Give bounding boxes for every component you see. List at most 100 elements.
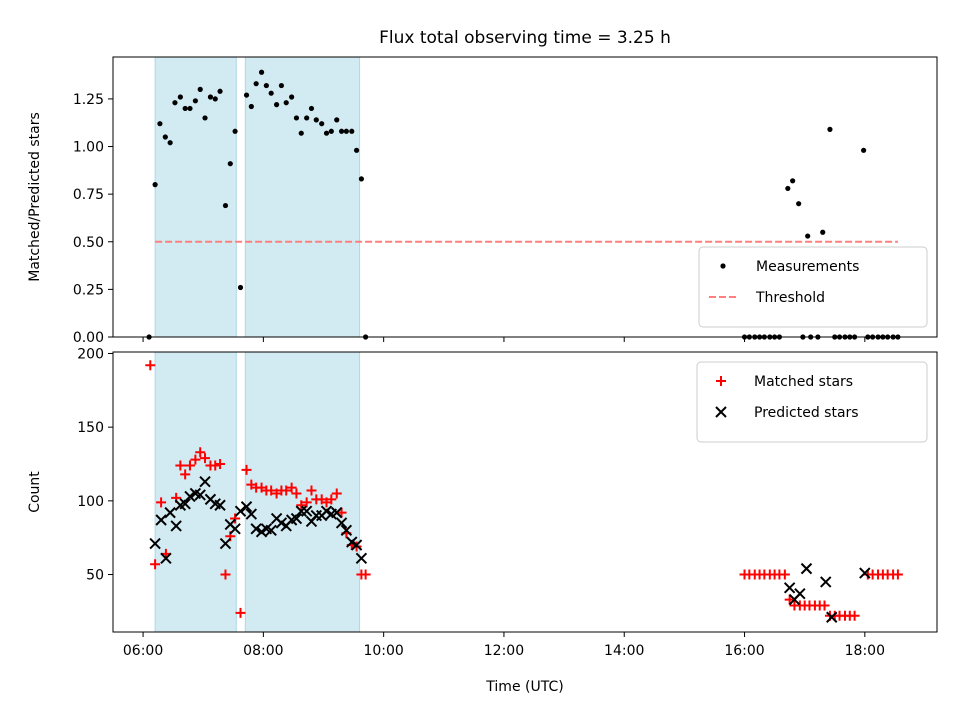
y-tick-label: 200: [77, 346, 104, 362]
data-point: [785, 185, 791, 192]
data-point: [222, 202, 229, 209]
data-point: [286, 482, 297, 493]
data-point: [349, 128, 355, 134]
data-point: [240, 501, 253, 513]
data-point: [296, 500, 307, 511]
data-point: [283, 100, 289, 106]
data-point: [328, 128, 334, 134]
data-point: [250, 523, 262, 535]
data-point: [326, 494, 337, 505]
data-point: [190, 454, 201, 465]
y-tick-label: 0.75: [73, 187, 104, 203]
data-point: [207, 94, 214, 100]
observing-interval: [154, 56, 237, 338]
data-point: [200, 453, 211, 464]
x-tick-label: 08:00: [243, 643, 283, 659]
data-point: [859, 567, 871, 579]
data-point: [892, 569, 903, 580]
data-point: [783, 582, 796, 594]
x-axis-label: Time (UTC): [485, 679, 563, 695]
data-point: [219, 537, 232, 550]
bottom-panel: 50 100 150 200 06:00 08:00 10:00 12:00 14:00 16:0…: [27, 346, 938, 695]
data-point: [184, 490, 196, 503]
data-point: [343, 128, 349, 134]
x-tick-label: 14:00: [604, 643, 644, 659]
data-point: [243, 92, 250, 98]
y-tick-label: 150: [77, 420, 104, 436]
legend: Matched stars Predicted stars: [696, 361, 928, 443]
data-point: [172, 100, 178, 106]
data-point: [263, 82, 269, 89]
data-point: [306, 485, 317, 496]
data-point: [199, 475, 211, 488]
chart-title: Flux total observing time = 3.25 h: [379, 28, 671, 48]
data-point: [145, 360, 156, 371]
data-point: [268, 90, 274, 96]
data-point: [360, 569, 371, 580]
data-point: [253, 81, 259, 87]
legend-label: Threshold: [755, 290, 825, 306]
legend-label: Matched stars: [754, 374, 853, 390]
data-point: [149, 537, 161, 550]
data-point: [182, 105, 188, 112]
legend-label: Measurements: [756, 259, 859, 275]
data-point: [220, 569, 231, 580]
data-point: [784, 594, 795, 605]
data-point: [301, 497, 312, 508]
top-panel: 0.00 0.25 0.50 0.75 1.00 1.25 Matched/Predicte…: [27, 56, 938, 346]
y-tick-label: 100: [77, 494, 104, 510]
data-point: [331, 506, 343, 519]
data-point: [234, 505, 247, 517]
data-point: [157, 121, 163, 127]
data-point: [331, 488, 342, 499]
data-point: [217, 88, 223, 94]
data-point: [248, 103, 254, 110]
data-point: [202, 115, 208, 121]
data-point: [235, 607, 246, 618]
legend-swatch: [716, 376, 726, 386]
data-point: [241, 464, 252, 475]
data-point: [290, 512, 303, 525]
data-point: [340, 524, 353, 537]
data-point: [304, 115, 310, 121]
data-point: [826, 611, 838, 623]
data-point: [214, 499, 226, 511]
data-point: [164, 506, 176, 519]
x-tick-label: 06:00: [123, 643, 163, 659]
x-tick-label: 10:00: [363, 643, 403, 659]
legend-box: [696, 361, 928, 443]
data-point: [210, 460, 221, 471]
data-point: [819, 600, 830, 611]
data-point: [794, 587, 806, 600]
data-point: [820, 576, 832, 588]
data-point: [192, 98, 198, 104]
observing-interval: [244, 56, 361, 338]
data-point: [180, 469, 191, 480]
x-tick-label: 18:00: [845, 643, 885, 659]
data-point: [184, 460, 195, 471]
legend: Measurements Threshold: [698, 246, 928, 328]
legend-swatch: [720, 263, 726, 269]
data-point: [197, 86, 203, 92]
y-axis-label: Count: [27, 471, 43, 513]
data-point: [156, 497, 167, 508]
data-point: [358, 176, 365, 182]
legend-label: Predicted stars: [754, 405, 859, 421]
data-point: [319, 121, 325, 127]
y-tick-label: 50: [86, 568, 104, 584]
data-point: [237, 284, 244, 291]
data-point: [278, 82, 285, 89]
data-point: [229, 523, 241, 535]
data-point: [187, 105, 193, 112]
data-point: [291, 488, 302, 499]
y-tick-label: 1.25: [73, 92, 104, 108]
x-tick-label: 12:00: [484, 643, 524, 659]
data-point: [245, 508, 258, 520]
data-point: [790, 178, 796, 184]
data-point: [353, 147, 360, 153]
data-point: [335, 517, 348, 529]
data-point: [779, 569, 790, 580]
data-point: [293, 115, 300, 121]
data-point: [805, 233, 811, 239]
data-point: [334, 117, 340, 123]
